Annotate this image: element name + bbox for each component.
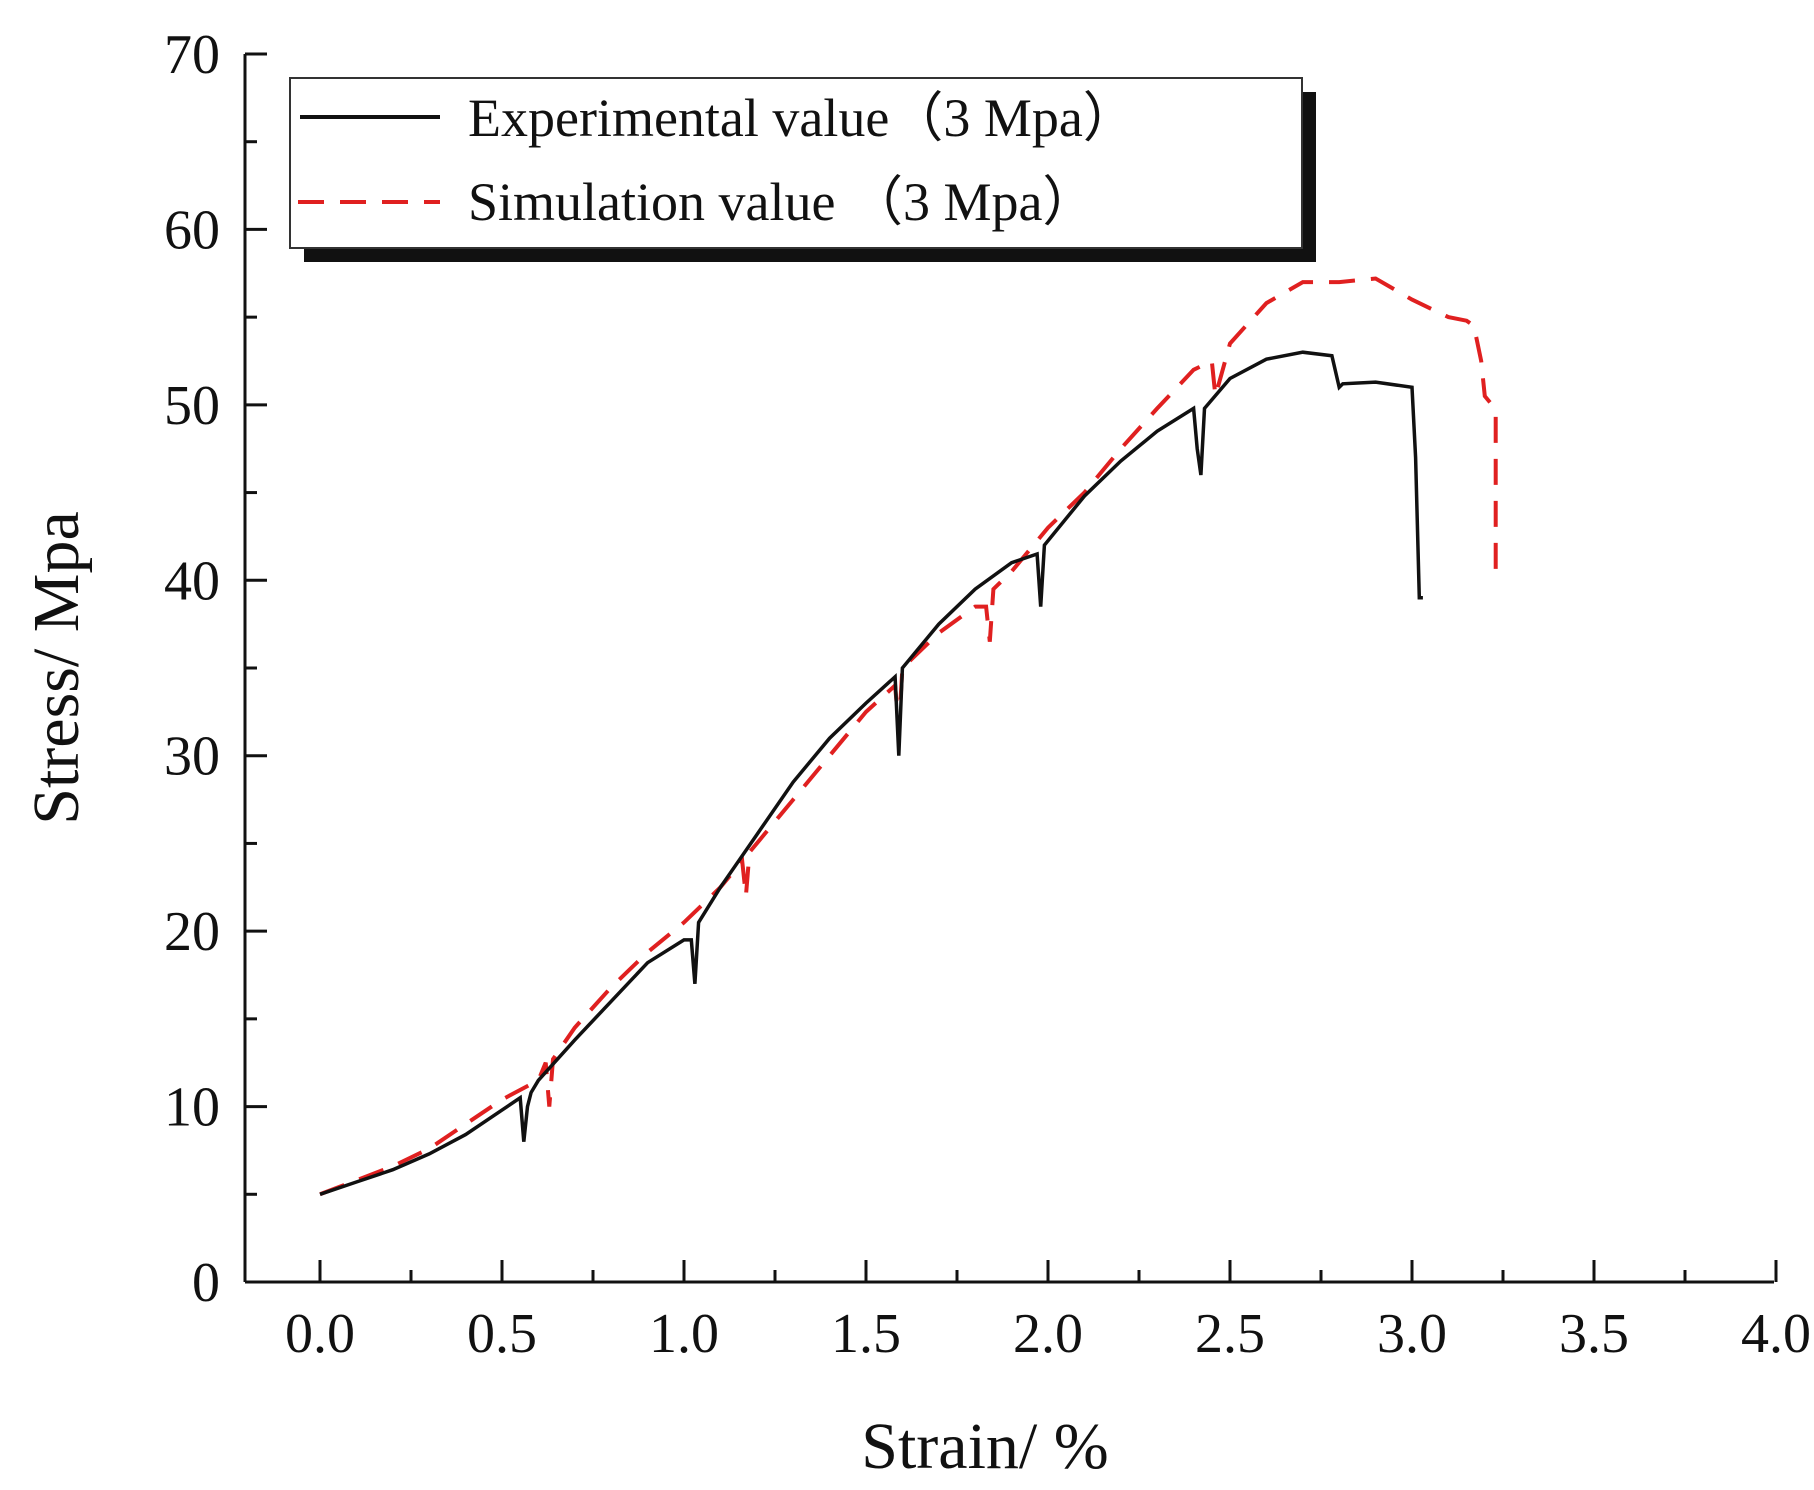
y-tick-label: 30 — [164, 726, 220, 788]
experimental-series-line — [319, 350, 1423, 1196]
y-tick-label: 0 — [192, 1252, 220, 1314]
x-tick-label: 2.5 — [1195, 1303, 1265, 1365]
y-tick-label: 50 — [164, 375, 220, 437]
y-tick-label: 40 — [164, 550, 220, 612]
y-axis-title: Stress/ Mpa — [20, 511, 93, 825]
tick-labels: 0.0 0.5 1.0 1.5 2.0 2.5 3.0 3.5 4.0 0 10 20 30 40 50 60… — [164, 24, 1811, 1365]
x-tick-label: 3.5 — [1559, 1303, 1629, 1365]
simulation-series-line — [319, 276, 1498, 1197]
legend-label-simulation: Simulation value （3 Mpa） — [468, 172, 1096, 232]
x-axis-title: Strain/ % — [861, 1410, 1108, 1483]
y-tick-label: 10 — [164, 1077, 220, 1139]
legend-label-experimental: Experimental value（3 Mpa） — [468, 88, 1137, 148]
legend-box — [289, 77, 1303, 249]
x-tick-label: 1.0 — [649, 1303, 719, 1365]
x-tick-label: 2.0 — [1013, 1303, 1083, 1365]
x-tick-label: 0.5 — [467, 1303, 537, 1365]
ticks — [245, 52, 1778, 1284]
x-tick-label: 3.0 — [1377, 1303, 1447, 1365]
y-tick-label: 70 — [164, 24, 220, 86]
y-tick-label: 60 — [164, 199, 220, 261]
y-tick-label: 20 — [164, 901, 220, 963]
x-tick-label: 0.0 — [285, 1303, 355, 1365]
legend: Experimental value（3 Mpa） Simulation val… — [289, 77, 1316, 262]
x-tick-label: 4.0 — [1741, 1303, 1811, 1365]
x-tick-label: 1.5 — [831, 1303, 901, 1365]
